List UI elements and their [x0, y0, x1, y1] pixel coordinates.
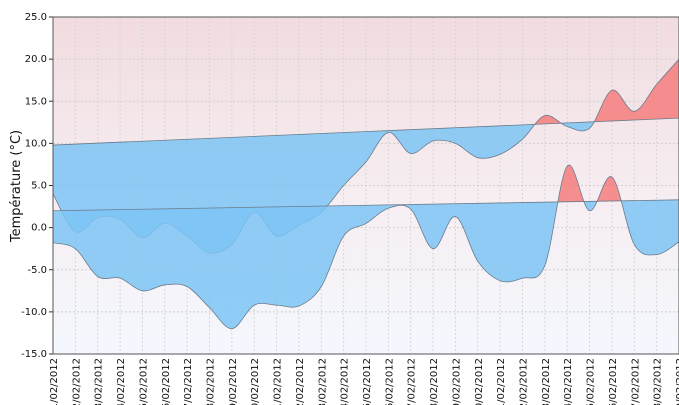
y-tick-label: 10.0 [25, 138, 47, 149]
x-tick-label: 02/02/2012 [71, 358, 82, 405]
x-tick-label: 18/02/2012 [429, 358, 440, 405]
y-tick-label: -15.0 [21, 349, 47, 360]
x-tick-label: 14/02/2012 [340, 358, 351, 405]
x-tick-label: 05/02/2012 [138, 358, 149, 405]
x-tick-label: 12/02/2012 [295, 358, 306, 405]
normal_max-line [52, 117, 679, 146]
y-tick-label: -10.0 [21, 307, 47, 318]
y-tick-label: 0.0 [31, 223, 47, 234]
x-tick-label: 29/02/2012 [675, 358, 679, 405]
y-tick-label: 5.0 [31, 181, 47, 192]
y-tick-label: 25.0 [25, 12, 47, 23]
x-tick-label: 23/02/2012 [541, 358, 552, 405]
y-axis-label: Température (°C) [9, 130, 24, 243]
x-tick-label: 13/02/2012 [317, 358, 328, 405]
below-normal-area [53, 199, 679, 329]
x-tick-label: 06/02/2012 [161, 358, 172, 405]
x-tick-label: 20/02/2012 [474, 358, 485, 405]
x-tick-label: 07/02/2012 [183, 358, 194, 405]
y-tick-label: 15.0 [25, 96, 47, 107]
y-tick-label: 20.0 [25, 54, 47, 65]
x-tick-label: 21/02/2012 [496, 358, 507, 405]
x-tick-label: 10/02/2012 [250, 358, 261, 405]
x-tick-label: 27/02/2012 [630, 358, 641, 405]
x-tick-label: 03/02/2012 [94, 358, 105, 405]
below-normal-area [53, 118, 679, 254]
min_values-line [52, 164, 679, 330]
x-tick-label: 19/02/2012 [451, 358, 462, 405]
plot-frame [52, 16, 679, 355]
x-tick-label: 25/02/2012 [586, 358, 597, 405]
x-tick-label: 17/02/2012 [407, 358, 418, 405]
x-tick-label: 01/02/2012 [49, 358, 60, 405]
x-tick-label: 09/02/2012 [228, 358, 239, 405]
x-tick-label: 04/02/2012 [116, 358, 127, 405]
x-tick-label: 08/02/2012 [206, 358, 217, 405]
x-tick-label: 15/02/2012 [362, 358, 373, 405]
x-tick-label: 11/02/2012 [273, 358, 284, 405]
x-tick-label: 28/02/2012 [653, 358, 664, 405]
x-tick-label: 16/02/2012 [384, 358, 395, 405]
x-tick-label: 24/02/2012 [563, 358, 574, 405]
y-tick-label: -5.0 [27, 265, 47, 276]
x-tick-label: 26/02/2012 [608, 358, 619, 405]
normal_min-line [52, 199, 679, 212]
x-tick-label: 22/02/2012 [519, 358, 530, 405]
